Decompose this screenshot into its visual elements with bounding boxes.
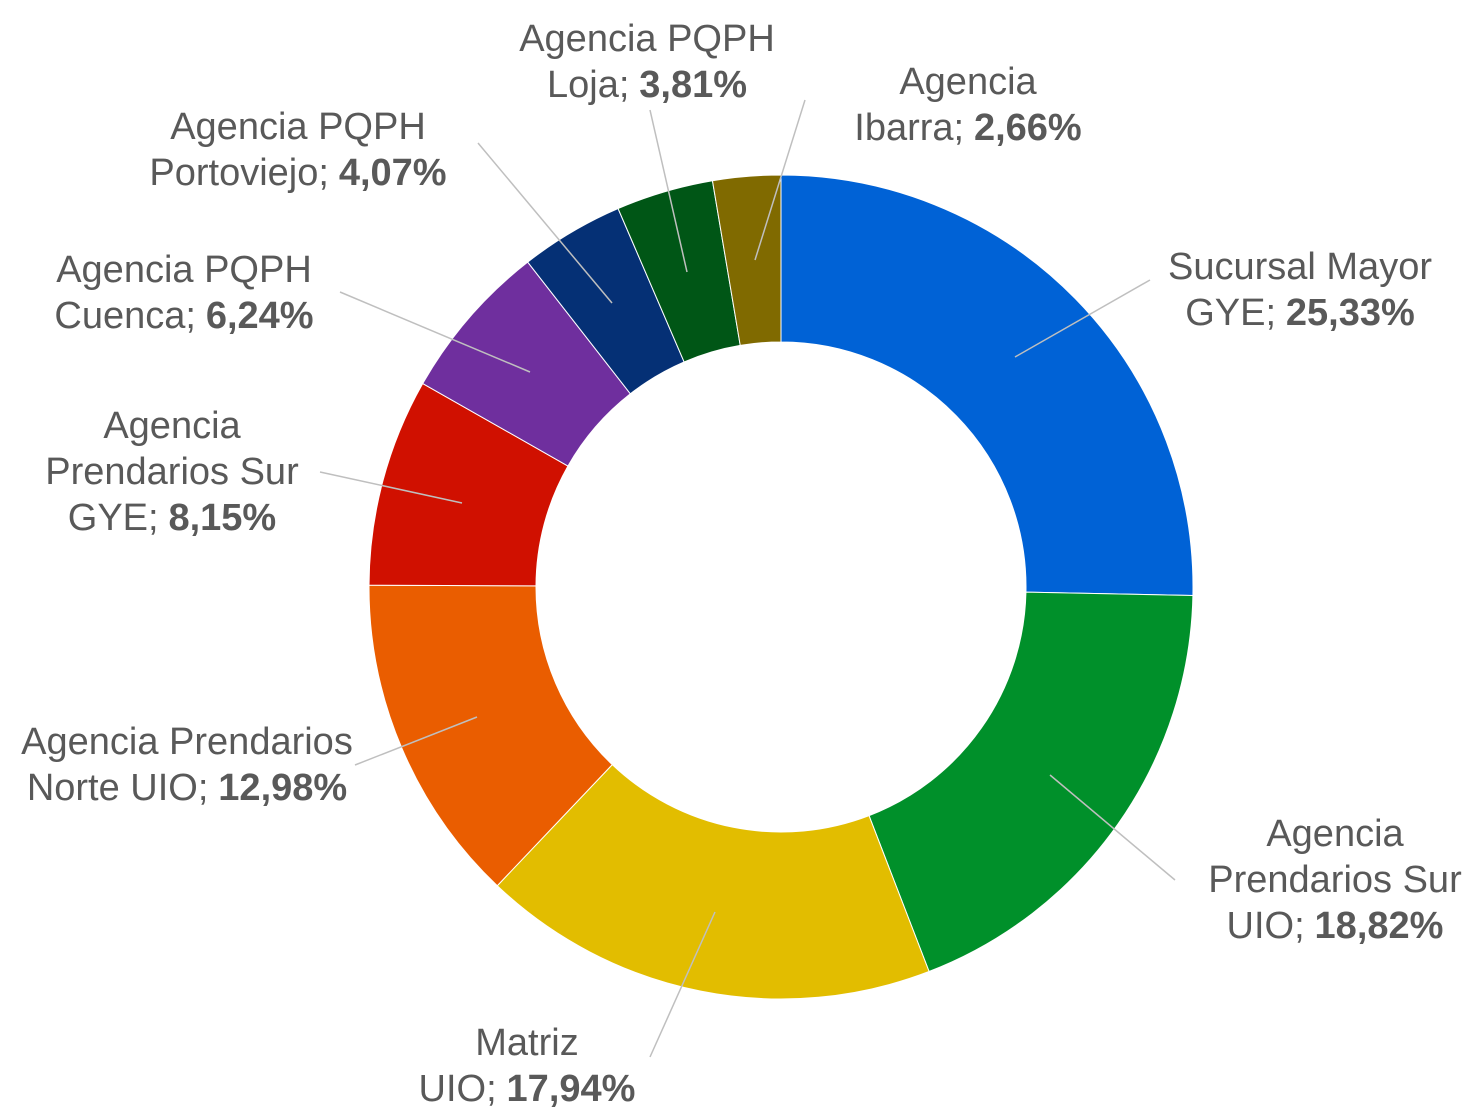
donut-slice — [868, 591, 1194, 973]
data-label: Agencia PQPH Cuenca; 6,24% — [34, 247, 334, 339]
category-label: Matriz UIO; — [418, 1022, 579, 1110]
data-label: Agencia Ibarra; 2,66% — [818, 59, 1118, 151]
data-label: Agencia PQPH Portoviejo; 4,07% — [128, 104, 468, 196]
data-label: Matriz UIO; 17,94% — [397, 1020, 657, 1112]
category-label: Agencia PQPH Portoviejo; — [149, 106, 426, 194]
data-label: Agencia Prendarios Sur GYE; 8,15% — [27, 403, 317, 541]
value-label: 17,94% — [506, 1068, 636, 1110]
leader-line — [649, 911, 716, 1058]
donut-slice — [496, 763, 930, 1000]
data-label: Agencia Prendarios Norte UIO; 12,98% — [17, 719, 357, 811]
donut-slice — [780, 174, 1194, 597]
leader-line — [339, 291, 531, 373]
category-label: Agencia Ibarra; — [854, 61, 1037, 149]
value-label: 18,82% — [1314, 905, 1444, 947]
value-label: 25,33% — [1285, 292, 1415, 334]
value-label: 4,07% — [338, 152, 447, 194]
value-label: 6,24% — [205, 295, 314, 337]
leader-line — [1049, 774, 1176, 881]
value-label: 12,98% — [218, 767, 348, 809]
leader-line — [649, 109, 688, 273]
category-label: Agencia Prendarios Sur UIO; — [1208, 813, 1462, 947]
category-label: Agencia PQPH Loja; — [519, 18, 775, 106]
value-label: 2,66% — [973, 107, 1082, 149]
category-label: Sucursal Mayor GYE; — [1168, 246, 1432, 334]
leader-line — [1014, 279, 1151, 358]
donut-slice — [711, 174, 782, 346]
data-label: Agencia PQPH Loja; 3,81% — [502, 16, 792, 108]
category-label: Agencia Prendarios Norte UIO; — [21, 721, 353, 809]
data-label: Sucursal Mayor GYE; 25,33% — [1150, 244, 1450, 336]
leader-line — [754, 99, 806, 261]
category-label: Agencia Prendarios Sur GYE; — [45, 405, 299, 539]
data-label: Agencia Prendarios Sur UIO; 18,82% — [1190, 811, 1480, 949]
leader-line — [319, 471, 463, 504]
value-label: 8,15% — [168, 497, 277, 539]
leader-line — [477, 142, 613, 304]
category-label: Agencia PQPH Cuenca; — [54, 249, 312, 337]
leader-line — [354, 716, 478, 766]
value-label: 3,81% — [639, 64, 748, 106]
